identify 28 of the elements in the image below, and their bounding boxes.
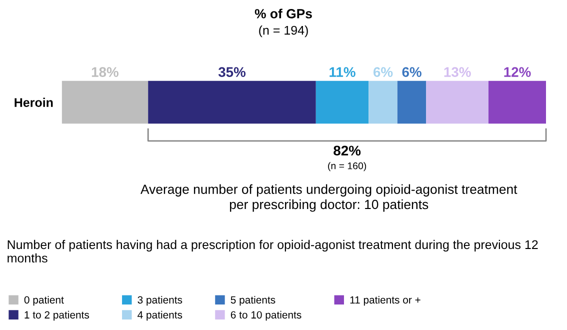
legend-label: 3 patients [138,296,182,306]
bar [488,80,546,124]
legend-label: 11 patients or + [350,296,420,306]
legend-label: 6 to 10 patients [230,310,302,321]
text: Average number of patients undergoing opioid-agonist treatment per prescribing doctor: 10 patients [140,184,518,212]
bar [397,80,426,124]
data-label: 18% [92,67,118,77]
chart-title: % of GPs [254,8,312,18]
text: (n = 160) [328,162,366,172]
bar [368,80,398,124]
legend-label: 0 patient [24,296,64,306]
y-tick-label: Heroin [14,98,53,107]
data-label: 6% [402,67,422,77]
data-label: 13% [444,67,471,77]
legend-title: Number of patients having had a prescription for opioid-agonist treatment during the previous 12 months [8,240,538,263]
text: 82% [334,146,361,156]
bar [426,80,488,124]
bar [148,80,316,124]
chart-subtitle: (n = 194) [259,26,308,38]
legend-label: 4 patients [138,310,182,321]
data-label: 12% [504,67,531,77]
legend-label: 1 to 2 patients [24,310,90,321]
bar [316,80,369,124]
data-label: 6% [373,67,393,77]
data-label: 35% [218,67,246,77]
legend-label: 5 patients [230,296,276,306]
bar [62,80,148,124]
data-label: 11% [330,67,356,77]
